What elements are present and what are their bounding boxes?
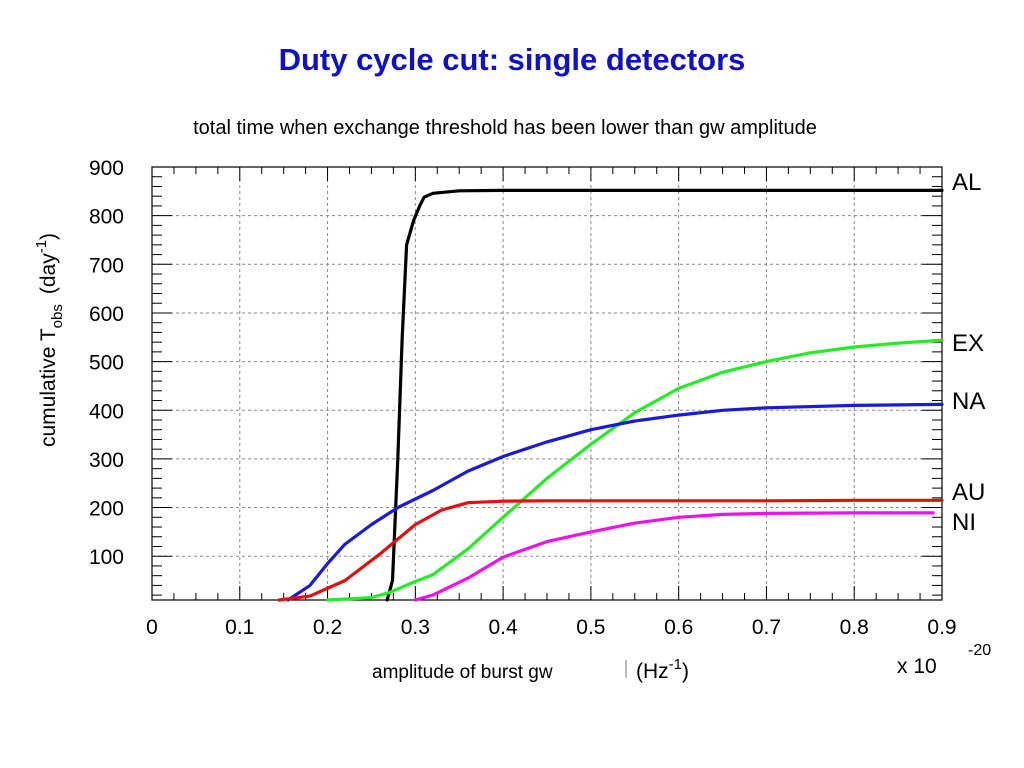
series-lines bbox=[277, 188, 944, 602]
y-axis-label: cumulative Tobs (day-1) bbox=[33, 233, 66, 447]
x-tick-label: 0.3 bbox=[401, 616, 430, 639]
series-line-ni bbox=[413, 511, 935, 602]
y-axis-label-text: cumulative T bbox=[37, 328, 60, 447]
y-tick-label: 700 bbox=[89, 254, 124, 277]
x-axis-unit-exp: -1 bbox=[669, 656, 682, 673]
x-multiplier-exponent: -20 bbox=[968, 642, 991, 659]
x-multiplier-base: x 10 bbox=[897, 655, 937, 678]
y-axis-unit-base: (day bbox=[37, 253, 60, 294]
series-label-au: AU bbox=[952, 479, 985, 506]
x-tick-label: 0.1 bbox=[225, 616, 254, 639]
y-tick-label: 900 bbox=[89, 157, 124, 180]
series-label-na: NA bbox=[952, 388, 985, 415]
x-tick-label: 0.7 bbox=[752, 616, 781, 639]
series-line-na bbox=[286, 402, 944, 602]
series-line-al bbox=[385, 188, 944, 602]
series-label-al: AL bbox=[952, 169, 981, 196]
x-tick-label: 0.9 bbox=[927, 616, 956, 639]
x-tick-labels: 0 0.1 0.2 0.3 0.4 0.5 0.6 0.7 0.8 0.9 bbox=[146, 616, 956, 639]
plot-frame bbox=[151, 166, 943, 601]
series-line-au bbox=[277, 498, 944, 602]
x-tick-label: 0.8 bbox=[840, 616, 869, 639]
x-tick-label: 0 bbox=[146, 616, 158, 639]
series-label-ex: EX bbox=[952, 330, 984, 357]
page-title: Duty cycle cut: single detectors bbox=[278, 42, 746, 77]
series-labels: AL EX NA AU NI bbox=[952, 169, 985, 536]
series-line-ex bbox=[326, 338, 944, 602]
x-axis-unit: (Hz-1) bbox=[636, 656, 689, 683]
y-axis-label-sub: obs bbox=[49, 304, 66, 328]
x-multiplier: x 10 bbox=[897, 655, 937, 678]
y-tick-label: 200 bbox=[89, 498, 124, 521]
y-tick-label: 300 bbox=[89, 449, 124, 472]
y-tick-labels: 100 200 300 400 500 600 700 800 900 bbox=[89, 157, 124, 569]
x-tick-label: 0.5 bbox=[576, 616, 605, 639]
y-tick-label: 400 bbox=[89, 400, 124, 423]
x-axis-unit-base: (Hz bbox=[636, 660, 669, 683]
series-label-ni: NI bbox=[952, 509, 976, 536]
grid bbox=[152, 167, 942, 600]
x-tick-label: 0.4 bbox=[489, 616, 519, 639]
y-axis-unit-exp: -1 bbox=[33, 240, 50, 253]
y-tick-label: 600 bbox=[89, 303, 124, 326]
x-axis-unit-close: ) bbox=[682, 660, 689, 683]
y-tick-label: 800 bbox=[89, 206, 124, 229]
y-tick-label: 100 bbox=[89, 546, 124, 569]
x-axis-label-text: amplitude of burst gw bbox=[372, 662, 553, 683]
x-tick-label: 0.6 bbox=[664, 616, 693, 639]
y-axis-unit-close: ) bbox=[37, 233, 60, 240]
axis-ticks bbox=[151, 166, 943, 600]
y-tick-label: 500 bbox=[89, 352, 124, 375]
page-subtitle: total time when exchange threshold has b… bbox=[193, 117, 817, 139]
x-axis-label: amplitude of burst gw bbox=[372, 662, 553, 683]
x-tick-label: 0.2 bbox=[313, 616, 342, 639]
svg-text:cumulative Tobs(day-1): cumulative Tobs (day-1) bbox=[33, 233, 66, 447]
